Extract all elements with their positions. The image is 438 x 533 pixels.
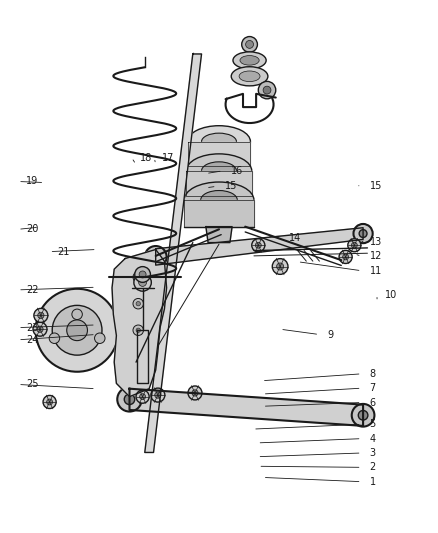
Ellipse shape bbox=[201, 162, 237, 180]
Circle shape bbox=[47, 399, 53, 405]
Circle shape bbox=[139, 271, 146, 278]
Polygon shape bbox=[155, 228, 363, 265]
Circle shape bbox=[348, 239, 361, 252]
Text: 7: 7 bbox=[370, 383, 376, 393]
Text: 11: 11 bbox=[370, 266, 382, 276]
Text: 16: 16 bbox=[231, 166, 243, 176]
Circle shape bbox=[242, 37, 258, 52]
Ellipse shape bbox=[231, 67, 268, 86]
Circle shape bbox=[155, 392, 161, 398]
Circle shape bbox=[140, 386, 145, 391]
Ellipse shape bbox=[186, 154, 252, 188]
Ellipse shape bbox=[184, 182, 254, 218]
Circle shape bbox=[133, 272, 144, 282]
Circle shape bbox=[351, 243, 357, 248]
Text: 23: 23 bbox=[26, 322, 39, 333]
Circle shape bbox=[34, 309, 48, 322]
Ellipse shape bbox=[240, 55, 259, 65]
Circle shape bbox=[67, 320, 88, 341]
Polygon shape bbox=[137, 330, 148, 383]
Circle shape bbox=[33, 322, 47, 336]
Circle shape bbox=[72, 309, 82, 320]
Circle shape bbox=[263, 86, 271, 94]
Circle shape bbox=[43, 395, 56, 408]
Circle shape bbox=[124, 394, 135, 405]
Text: 20: 20 bbox=[26, 224, 39, 235]
Circle shape bbox=[353, 224, 373, 243]
Circle shape bbox=[140, 394, 145, 400]
Polygon shape bbox=[184, 200, 254, 227]
Text: 5: 5 bbox=[370, 419, 376, 429]
Circle shape bbox=[52, 305, 102, 355]
Circle shape bbox=[136, 302, 141, 306]
Circle shape bbox=[255, 243, 261, 248]
Polygon shape bbox=[112, 249, 166, 397]
Circle shape bbox=[352, 404, 374, 426]
Circle shape bbox=[139, 279, 147, 286]
Text: 9: 9 bbox=[327, 329, 333, 340]
Circle shape bbox=[37, 326, 43, 333]
Text: 12: 12 bbox=[370, 252, 382, 261]
Polygon shape bbox=[186, 171, 252, 196]
Text: 3: 3 bbox=[370, 448, 376, 458]
Circle shape bbox=[134, 274, 151, 291]
Circle shape bbox=[359, 230, 367, 238]
Circle shape bbox=[343, 254, 349, 260]
Circle shape bbox=[339, 251, 352, 263]
Circle shape bbox=[151, 253, 160, 261]
Text: 22: 22 bbox=[26, 285, 39, 295]
Text: 21: 21 bbox=[57, 247, 70, 256]
Text: 15: 15 bbox=[225, 181, 237, 191]
Circle shape bbox=[95, 333, 105, 343]
Circle shape bbox=[135, 266, 150, 282]
Circle shape bbox=[117, 387, 142, 411]
Text: 2: 2 bbox=[370, 462, 376, 472]
Circle shape bbox=[252, 239, 265, 252]
Circle shape bbox=[35, 289, 119, 372]
Text: 1: 1 bbox=[370, 477, 376, 487]
Circle shape bbox=[358, 410, 368, 420]
Text: 10: 10 bbox=[385, 289, 397, 300]
Circle shape bbox=[188, 386, 202, 400]
Circle shape bbox=[136, 390, 149, 403]
Circle shape bbox=[136, 328, 141, 333]
Polygon shape bbox=[187, 142, 251, 166]
Text: 17: 17 bbox=[162, 152, 175, 163]
Text: 14: 14 bbox=[289, 233, 301, 243]
Text: 13: 13 bbox=[370, 237, 382, 247]
Text: 8: 8 bbox=[370, 369, 376, 379]
Circle shape bbox=[192, 390, 198, 396]
Text: 6: 6 bbox=[370, 398, 376, 408]
Polygon shape bbox=[130, 389, 363, 426]
Text: 24: 24 bbox=[26, 335, 39, 345]
Ellipse shape bbox=[239, 71, 260, 82]
Text: 15: 15 bbox=[370, 181, 382, 191]
Circle shape bbox=[133, 325, 144, 335]
Text: 25: 25 bbox=[26, 379, 39, 390]
Text: 4: 4 bbox=[370, 434, 376, 443]
Ellipse shape bbox=[201, 190, 237, 209]
Circle shape bbox=[145, 246, 166, 268]
Text: 18: 18 bbox=[140, 152, 152, 163]
Circle shape bbox=[258, 82, 276, 99]
Circle shape bbox=[49, 333, 60, 343]
Text: 19: 19 bbox=[26, 176, 38, 187]
Ellipse shape bbox=[187, 126, 251, 158]
Polygon shape bbox=[145, 54, 201, 453]
Circle shape bbox=[136, 275, 141, 279]
Circle shape bbox=[272, 259, 288, 274]
Circle shape bbox=[276, 263, 284, 270]
Circle shape bbox=[38, 312, 44, 319]
Circle shape bbox=[246, 41, 254, 49]
Ellipse shape bbox=[233, 52, 266, 69]
Polygon shape bbox=[206, 227, 232, 243]
Ellipse shape bbox=[201, 133, 237, 150]
Circle shape bbox=[151, 388, 165, 402]
Circle shape bbox=[133, 298, 144, 309]
